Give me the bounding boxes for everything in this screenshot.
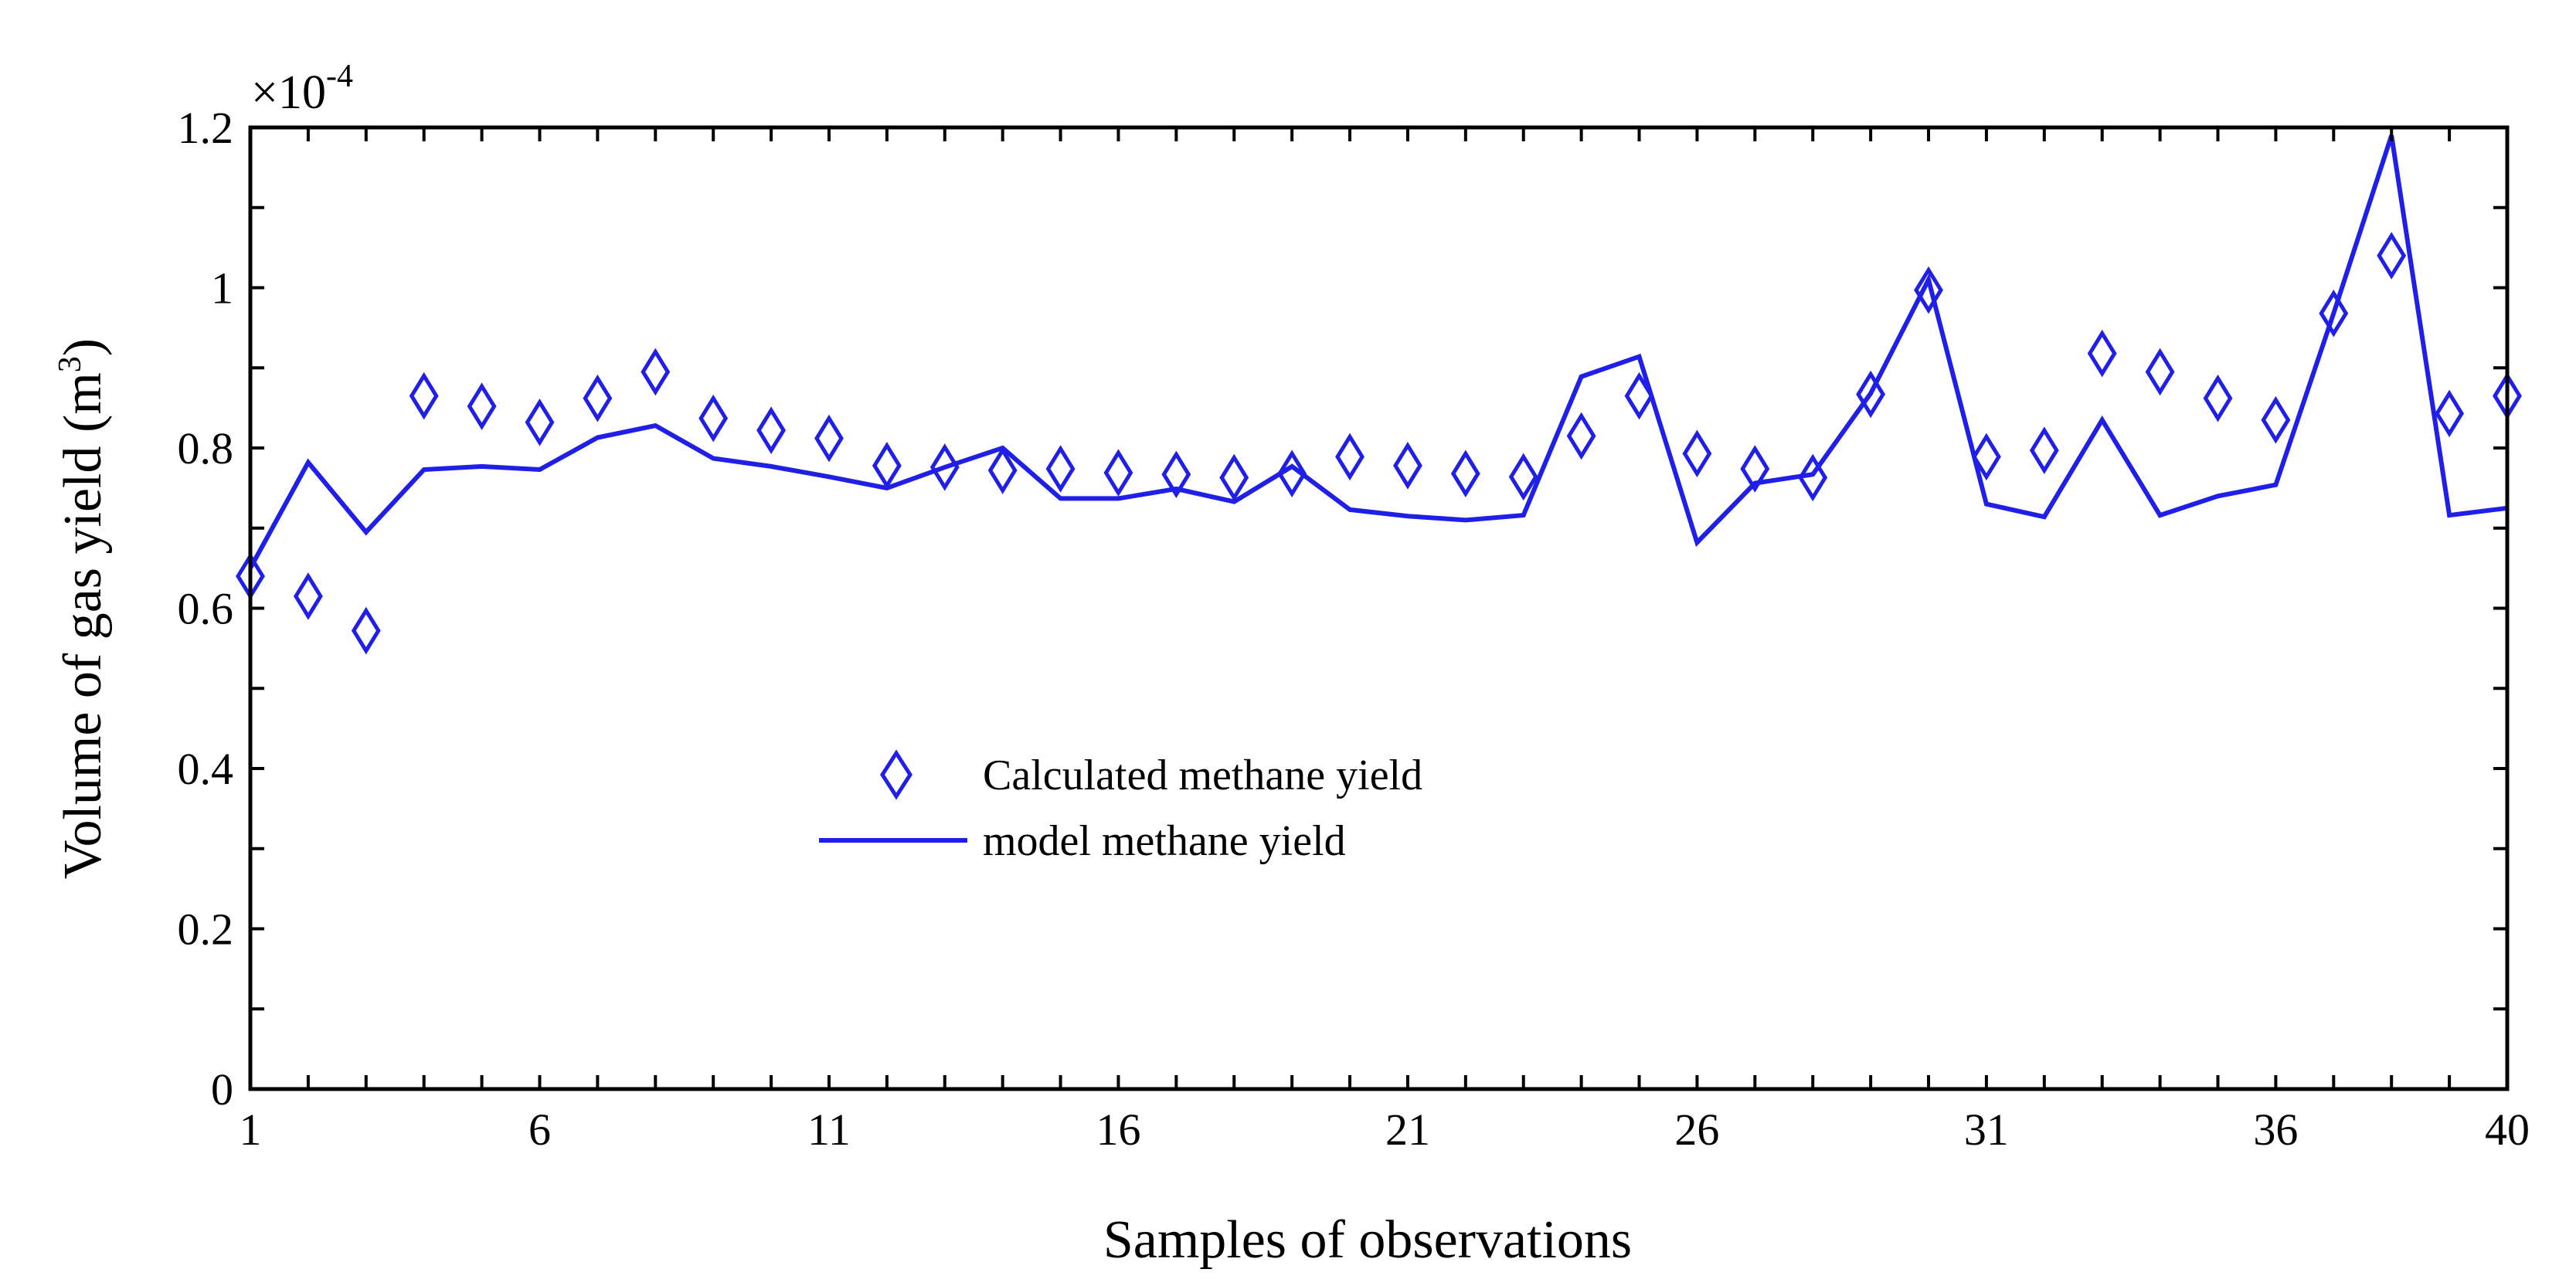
data-point-calculated [1798, 453, 1828, 502]
y-tick-label: 0 [211, 1064, 233, 1115]
data-point-calculated [1856, 370, 1886, 419]
data-point-calculated [583, 374, 613, 422]
plot-area [236, 134, 2522, 655]
x-tick-label: 40 [2485, 1104, 2530, 1155]
legend-label-model: model methane yield [983, 817, 1346, 865]
data-point-calculated [293, 572, 323, 620]
data-point-calculated [1624, 372, 1654, 420]
series-line-model [248, 134, 2508, 570]
data-point-calculated [1914, 266, 1943, 314]
data-point-calculated [409, 372, 439, 420]
y-tick-label: 0.2 [178, 904, 234, 955]
x-tick-label: 31 [1964, 1104, 2009, 1155]
data-point-calculated [2145, 348, 2175, 396]
data-point-calculated [2435, 389, 2465, 438]
x-tick-label: 1 [240, 1104, 262, 1155]
data-point-calculated [872, 442, 902, 490]
data-point-calculated [756, 406, 787, 454]
data-point-calculated [525, 399, 555, 446]
y-tick-label: 1 [211, 263, 233, 314]
y-tick-label: 0.6 [178, 584, 234, 634]
data-point-calculated [2203, 374, 2233, 422]
x-tick-label: 11 [807, 1104, 851, 1155]
data-point-calculated [1566, 412, 1596, 460]
y-tick-label: 0.8 [178, 423, 234, 473]
legend-label-calculated: Calculated methane yield [983, 752, 1422, 799]
legend: Calculated methane yield model methane y… [819, 749, 1422, 865]
x-tick-label: 36 [2253, 1104, 2298, 1155]
data-point-calculated [2377, 232, 2407, 280]
data-point-calculated [2261, 395, 2291, 444]
x-tick-label: 16 [1096, 1104, 1140, 1155]
data-point-calculated [641, 348, 671, 396]
axes [248, 125, 2510, 1091]
y-scale-exponent: ×10-4 [251, 59, 353, 119]
data-point-calculated [1161, 450, 1191, 499]
data-point-calculated [1740, 445, 1770, 493]
data-point-calculated [1682, 429, 1712, 478]
data-point-calculated [1393, 442, 1422, 490]
y-axis-label: Volume of gas yield (m3) [53, 338, 113, 879]
data-point-calculated [1103, 449, 1133, 497]
data-point-calculated [2029, 426, 2059, 474]
data-point-calculated [1045, 445, 1076, 493]
data-point-calculated [1971, 433, 2001, 481]
axes-box [248, 125, 2510, 1091]
data-point-calculated [1450, 450, 1480, 497]
y-tick-label: 1.2 [178, 103, 234, 153]
data-point-calculated [929, 443, 960, 491]
x-tick-label: 6 [528, 1104, 551, 1155]
data-point-calculated [1277, 450, 1307, 497]
data-point-calculated [698, 394, 729, 443]
data-point-calculated [2319, 289, 2349, 338]
x-tick-label: 21 [1385, 1104, 1430, 1155]
data-point-calculated [1508, 453, 1538, 501]
data-point-calculated [814, 414, 844, 463]
data-point-calculated [467, 382, 497, 430]
legend-marker-calculated [880, 749, 912, 800]
y-tick-label: 0.4 [178, 744, 234, 794]
data-point-calculated [2087, 329, 2117, 378]
data-point-calculated [1335, 433, 1364, 481]
x-tick-label: 26 [1674, 1104, 1719, 1155]
data-point-calculated [351, 606, 381, 655]
data-point-calculated [987, 446, 1018, 494]
x-axis-label: Samples of observations [1103, 1210, 1632, 1270]
data-point-calculated [1219, 453, 1249, 502]
